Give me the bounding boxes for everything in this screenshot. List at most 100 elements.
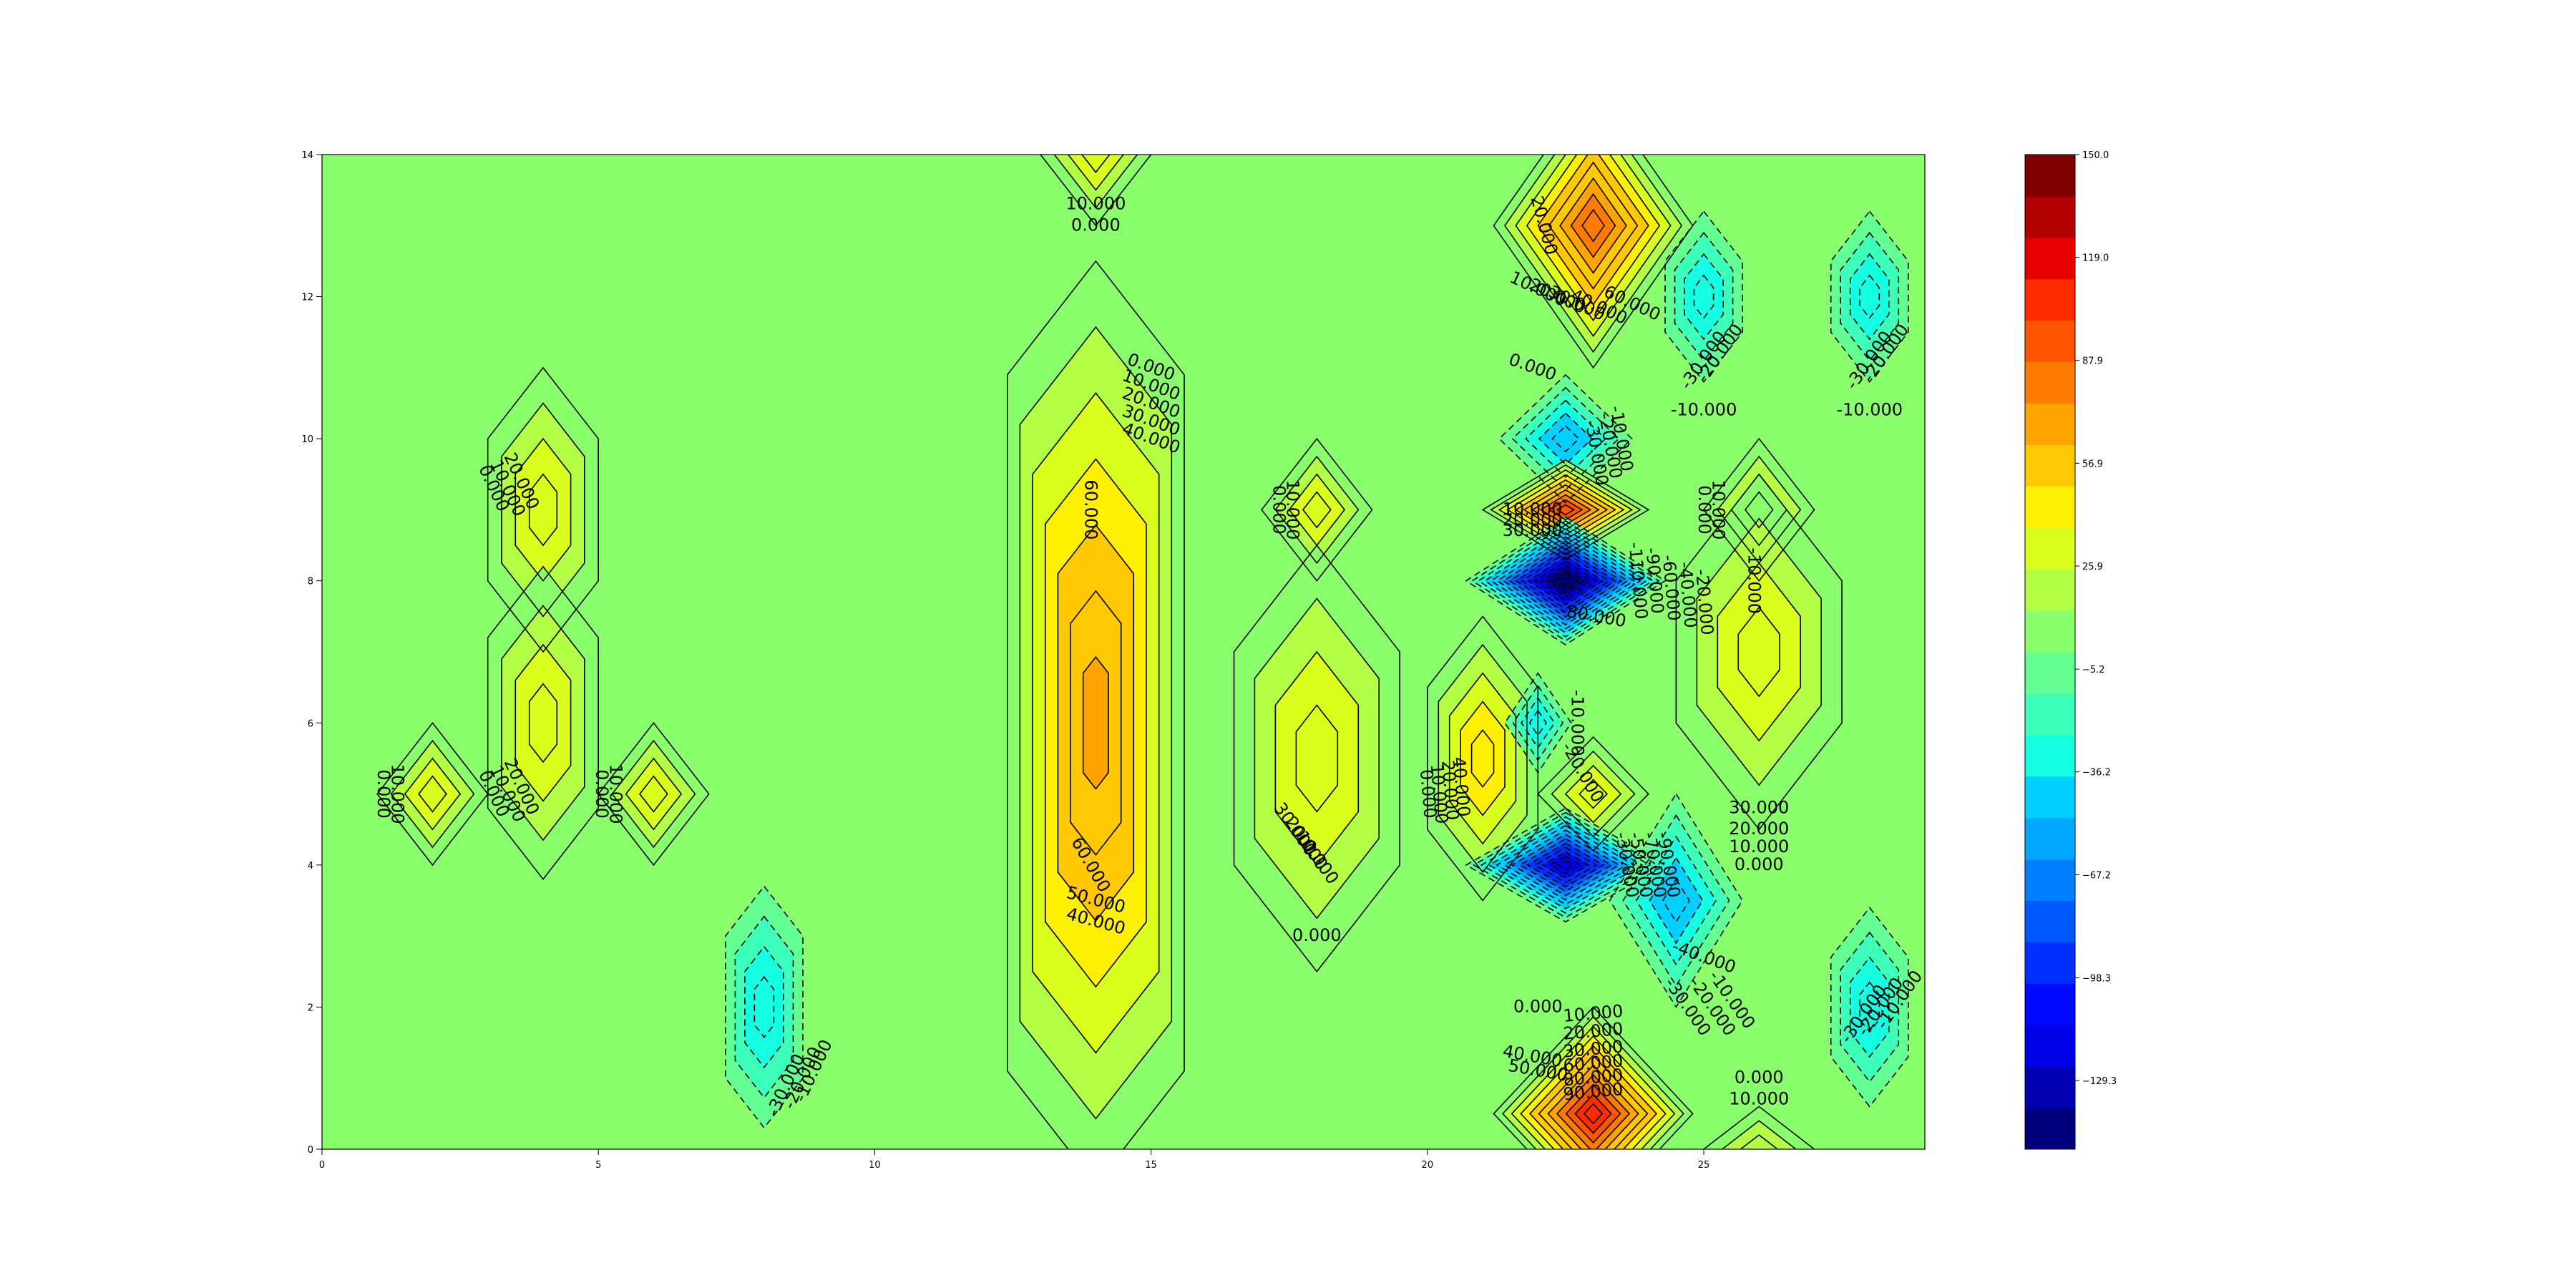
colorbar-band (2025, 817, 2075, 860)
contour-line-18-10 (1583, 1103, 1604, 1125)
contour-line-11-2 (1498, 469, 1634, 550)
colorbar-band (2025, 155, 2075, 197)
contour-fill-2-3 (529, 683, 557, 762)
contour-label: 10.000 (1729, 836, 1789, 857)
colorbar-tick-label: −98.3 (2082, 973, 2111, 984)
contour-label: 10.000 (1503, 499, 1563, 519)
colorbar-tick-label: 119.0 (2082, 253, 2109, 264)
contour-line-19-3 (1744, 491, 1774, 529)
contour-line-6-3 (1045, 458, 1147, 988)
contour-line-0-2 (404, 757, 462, 831)
contour-line-12-13 (1546, 568, 1586, 594)
contour-line-24-1 (1840, 931, 1900, 1083)
contour-line-6-5 (1070, 590, 1122, 857)
contour-label: 30.000 (1729, 797, 1789, 817)
contour-line-9-1 (1504, 155, 1683, 353)
contour-line-layer (376, 155, 1909, 1149)
contour-line-11-9 (1556, 504, 1576, 516)
contour-line-0-0 (376, 721, 489, 867)
contour-line-16-12 (1556, 859, 1575, 870)
colorbar-band (2025, 444, 2075, 487)
y-tick-label: 0 (308, 1145, 313, 1156)
colorbar-tick-label: 87.9 (2082, 356, 2103, 367)
contour-line-20-2 (1717, 562, 1801, 742)
contour-fill-1-3 (529, 474, 557, 546)
contour-line-16-6 (1511, 834, 1621, 897)
contour-line-18-4 (1529, 1045, 1658, 1149)
contour-line-12-9 (1521, 552, 1611, 610)
colorbar-band (2025, 1025, 2075, 1067)
contour-line-17-2 (1635, 835, 1717, 966)
colorbar-band (2025, 693, 2075, 736)
colorbar-band (2025, 1108, 2075, 1150)
colorbar-band (2025, 569, 2075, 611)
contour-line-10-4 (1551, 425, 1580, 453)
contour-line-15-1 (1551, 750, 1636, 838)
contour-label: 60.000 (1081, 479, 1101, 540)
colorbar-ticks: 150.0 119.0 87.9 56.9 25.9 −5.2 −36.2 −67.2 −98.… (2075, 150, 2117, 1087)
contour-label: -10.000 (1567, 690, 1587, 756)
contour-label: -10.000 (1745, 547, 1765, 614)
contour-label: 0.000 (1071, 215, 1121, 235)
contour-label: 0.000 (1694, 485, 1714, 535)
contour-line-12-7 (1508, 544, 1623, 618)
colorbar-band (2025, 734, 2075, 777)
colorbar-band (2025, 610, 2075, 653)
colorbar-tick-label: 56.9 (2082, 459, 2103, 469)
contour-label: 0.000 (1269, 485, 1289, 535)
contour-label: 0.000 (592, 769, 612, 819)
contour-line-2-3 (528, 683, 558, 763)
contour-line-6-2 (1032, 391, 1160, 1054)
contour-line-19-0 (1702, 437, 1815, 582)
y-tick-label: 4 (308, 861, 313, 872)
contour-line-9-2 (1515, 155, 1672, 338)
contour-line-0-1 (390, 739, 475, 849)
contour-line-17-1 (1622, 814, 1730, 987)
contour-line-16-11 (1548, 855, 1582, 875)
contour-label: 0.000 (1292, 925, 1342, 945)
contour-label: 10.000 (1065, 194, 1126, 214)
contour-line-13-3 (1460, 701, 1506, 816)
contour-line-23-0 (1830, 210, 1909, 384)
contour-line-0-3 (418, 775, 447, 813)
contour-line-17-0 (1609, 793, 1744, 1008)
contour-label: -10.000 (1836, 399, 1903, 419)
contour-fill-8-3 (1296, 705, 1338, 812)
x-tick-label: 0 (319, 1160, 325, 1171)
contour-line-3-3 (639, 775, 668, 813)
contour-line-18-6 (1547, 1064, 1639, 1149)
contour-label: 10.000 (605, 764, 625, 824)
contour-line-16-5 (1503, 829, 1629, 901)
colorbar-tick-label: −36.2 (2082, 768, 2111, 779)
colorbar: 150.0 119.0 87.9 56.9 25.9 −5.2 −36.2 −67.2 −98.… (2024, 150, 2117, 1150)
contour-line-12-2 (1477, 524, 1654, 638)
contour-line-4-2 (744, 945, 784, 1069)
contour-line-12-6 (1502, 540, 1629, 622)
colorbar-band (2025, 776, 2075, 819)
colorbar-band (2025, 900, 2075, 942)
contour-line-11-6 (1531, 489, 1600, 531)
contour-line-14-0 (1504, 672, 1572, 774)
contour-label: 20.000 (1503, 509, 1563, 530)
contour-fill-layer (322, 155, 1925, 1149)
contour-fill-13-4 (1471, 730, 1494, 787)
contour-line-9-7 (1570, 192, 1616, 258)
colorbar-band (2025, 652, 2075, 694)
contour-label: 0.000 (1735, 1068, 1784, 1088)
colorbar-band (2025, 486, 2075, 528)
contour-line-1-0 (487, 366, 599, 653)
contour-line-8-1 (1254, 597, 1380, 919)
contour-line-9-0 (1493, 155, 1694, 369)
contour-line-14-2 (1521, 697, 1556, 749)
colorbar-band (2025, 278, 2075, 321)
contour-line-16-8 (1526, 842, 1606, 888)
contour-line-18-8 (1565, 1083, 1621, 1144)
contour-line-2-0 (487, 565, 599, 881)
contour-line-18-2 (1511, 1025, 1676, 1149)
y-tick-label: 14 (301, 150, 313, 161)
contour-line-6-6 (1082, 655, 1109, 790)
contour-line-12-14 (1552, 572, 1579, 590)
contour-line-18-9 (1574, 1093, 1612, 1134)
contour-line-16-1 (1472, 811, 1659, 919)
